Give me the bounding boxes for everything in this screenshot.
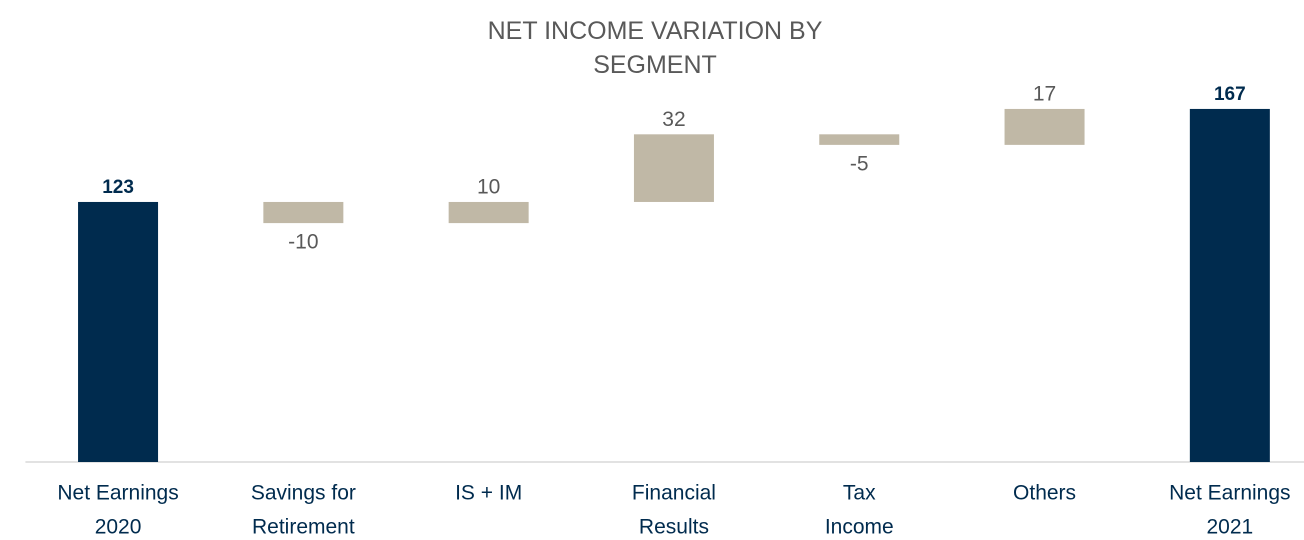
value-label: 32 (662, 108, 685, 131)
value-label: -10 (288, 231, 318, 254)
x-tick-label: 2021 (1206, 516, 1253, 539)
bar (263, 201, 344, 224)
x-tick-label: Financial (632, 482, 716, 505)
chart-title: NET INCOME VARIATION BY SEGMENT (487, 17, 823, 79)
value-label: 17 (1033, 82, 1056, 105)
bar (1004, 108, 1085, 145)
x-tick-label: Others (1013, 482, 1076, 505)
x-tick-label: Net Earnings (1169, 482, 1290, 505)
bar (819, 134, 900, 145)
bar (448, 201, 529, 224)
x-tick-label: Results (639, 516, 709, 539)
x-tick-label: Tax (843, 482, 876, 505)
x-tick-label: Retirement (252, 516, 355, 539)
x-tick-label: Net Earnings (57, 482, 178, 505)
bar (1189, 108, 1270, 462)
x-tick-label: IS + IM (455, 482, 522, 505)
bar (633, 134, 714, 202)
x-tick-label: Savings for (251, 482, 356, 505)
bar (78, 201, 159, 462)
value-label: -5 (850, 152, 869, 175)
value-label: 10 (477, 176, 500, 199)
x-tick-label: Income (825, 516, 894, 539)
value-label: 123 (102, 177, 134, 198)
x-tick-label: 2020 (95, 516, 142, 539)
value-label: 167 (1214, 84, 1246, 105)
